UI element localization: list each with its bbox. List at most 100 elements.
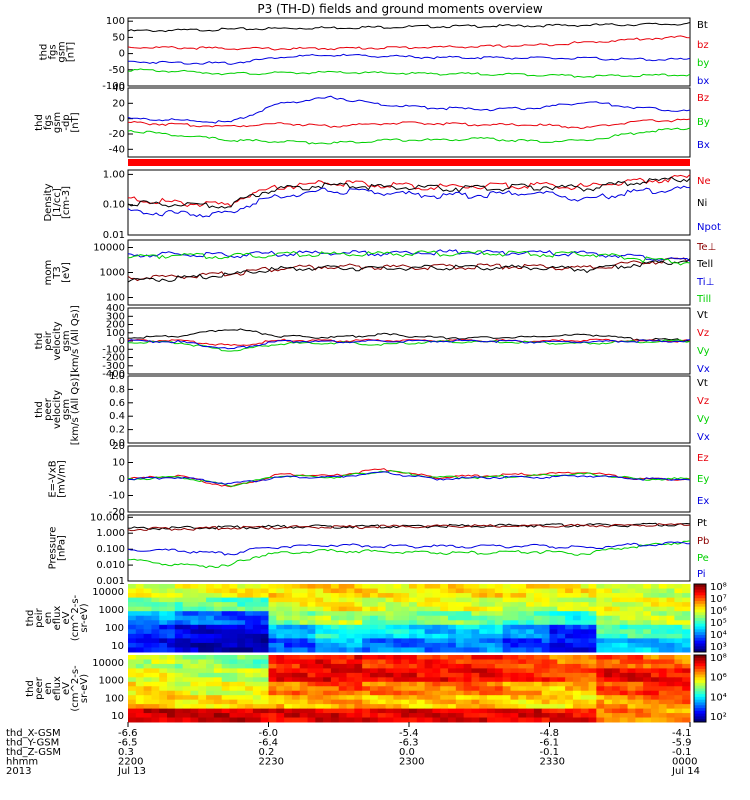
heatmap-cell [658, 602, 668, 608]
heatmap-cell [221, 690, 230, 696]
heatmap-cell [494, 638, 504, 644]
heatmap-cell [237, 713, 246, 719]
heatmap-cell [572, 677, 582, 683]
heatmap-cell [487, 717, 496, 723]
heatmap-cell [135, 629, 145, 635]
heatmap-cell [174, 704, 184, 710]
heatmap-cell [377, 593, 387, 599]
heatmap-cell [237, 708, 246, 714]
heatmap-cell [455, 663, 465, 669]
heatmap-cell [619, 638, 629, 644]
heatmap-cell [518, 659, 527, 665]
heatmap-cell [135, 659, 145, 665]
heatmap-cell [619, 699, 629, 705]
heatmap-cell [182, 713, 191, 719]
heatmap-cell [276, 659, 285, 665]
colorbar-segment [694, 666, 706, 670]
heatmap-cell [549, 672, 558, 678]
heatmap-cell [299, 681, 309, 687]
heatmap-cell [674, 686, 683, 692]
heatmap-cell [627, 615, 636, 621]
heatmap-cell [206, 655, 215, 660]
heatmap-cell [151, 633, 160, 639]
heatmap-cell [330, 629, 340, 635]
panel-peir_vel: 4003002001000-100-200-300-400thdpeirvelo… [34, 303, 691, 380]
heatmap-cell [510, 597, 519, 603]
heatmap-cell [229, 624, 238, 630]
heatmap-cell [268, 713, 277, 719]
y-tick-label: 0 [119, 49, 125, 60]
heatmap-cell [619, 713, 629, 719]
heatmap-cell [526, 629, 535, 635]
heatmap-cell [588, 615, 597, 621]
y-tick-label: -200 [102, 353, 125, 364]
heatmap-cell [471, 668, 480, 674]
heatmap-cell [565, 659, 574, 665]
heatmap-cell [409, 620, 418, 626]
y-axis-label: eV [61, 611, 72, 624]
heatmap-cell [377, 633, 387, 639]
heatmap-cell [182, 655, 191, 660]
heatmap-cell [330, 659, 340, 665]
heatmap-cell [627, 690, 636, 696]
legend-Till: Till [696, 294, 711, 305]
heatmap-cell [549, 584, 558, 590]
heatmap-cell [572, 638, 582, 644]
heatmap-cell [541, 642, 550, 648]
heatmap-cell [260, 606, 269, 612]
heatmap-cell [627, 642, 636, 648]
y-tick-label: 20 [112, 441, 125, 452]
heatmap-cell [143, 633, 152, 639]
heatmap-cell [588, 708, 597, 714]
heatmap-cell [463, 672, 472, 678]
heatmap-cell [393, 677, 402, 683]
heatmap-cell [549, 717, 558, 723]
heatmap-cell [299, 629, 309, 635]
heatmap-cell [658, 638, 668, 644]
heatmap-cell [596, 602, 605, 608]
heatmap-cell [455, 615, 465, 621]
heatmap-cell [385, 597, 394, 603]
heatmap-cell [401, 699, 410, 705]
heatmap-cell [174, 655, 184, 660]
heatmap-cell [167, 647, 176, 653]
heatmap-cell [666, 642, 675, 648]
heatmap-cell [510, 659, 519, 665]
heatmap-cell [572, 593, 582, 599]
heatmap-cell [143, 681, 152, 687]
heatmap-cell [221, 629, 230, 635]
y-axis-label: E=-VxB [48, 460, 59, 497]
heatmap-cell [565, 597, 574, 603]
heatmap-cell [479, 704, 488, 710]
heatmap-cell [198, 606, 207, 612]
heatmap-cell [237, 668, 246, 674]
heatmap-cell [174, 629, 184, 635]
heatmap-cell [159, 593, 168, 599]
heatmap-cell [588, 638, 597, 644]
heatmap-cell [323, 638, 332, 644]
heatmap-cell [369, 597, 379, 603]
heatmap-cell [369, 690, 379, 696]
heatmap-cell [213, 633, 223, 639]
heatmap-cell [463, 704, 472, 710]
heatmap-cell [572, 681, 582, 687]
heatmap-cell [237, 620, 246, 626]
heatmap-cell [362, 659, 371, 665]
heatmap-cell [276, 647, 285, 653]
colorbar-segment [694, 680, 706, 684]
heatmap-cell [416, 602, 426, 608]
y-axis-label: sr-eV) [79, 674, 90, 703]
heatmap-cell [541, 629, 550, 635]
y-tick-label: -10 [109, 491, 125, 502]
heatmap-cell [487, 642, 496, 648]
heatmap-cell [385, 602, 394, 608]
heatmap-cell [315, 642, 324, 648]
heatmap-cell [611, 663, 621, 669]
heatmap-cell [510, 633, 519, 639]
heatmap-cell [221, 606, 230, 612]
heatmap-cell [245, 677, 254, 683]
heatmap-cell [448, 611, 457, 617]
heatmap-cell [643, 690, 652, 696]
heatmap-cell [276, 611, 285, 617]
